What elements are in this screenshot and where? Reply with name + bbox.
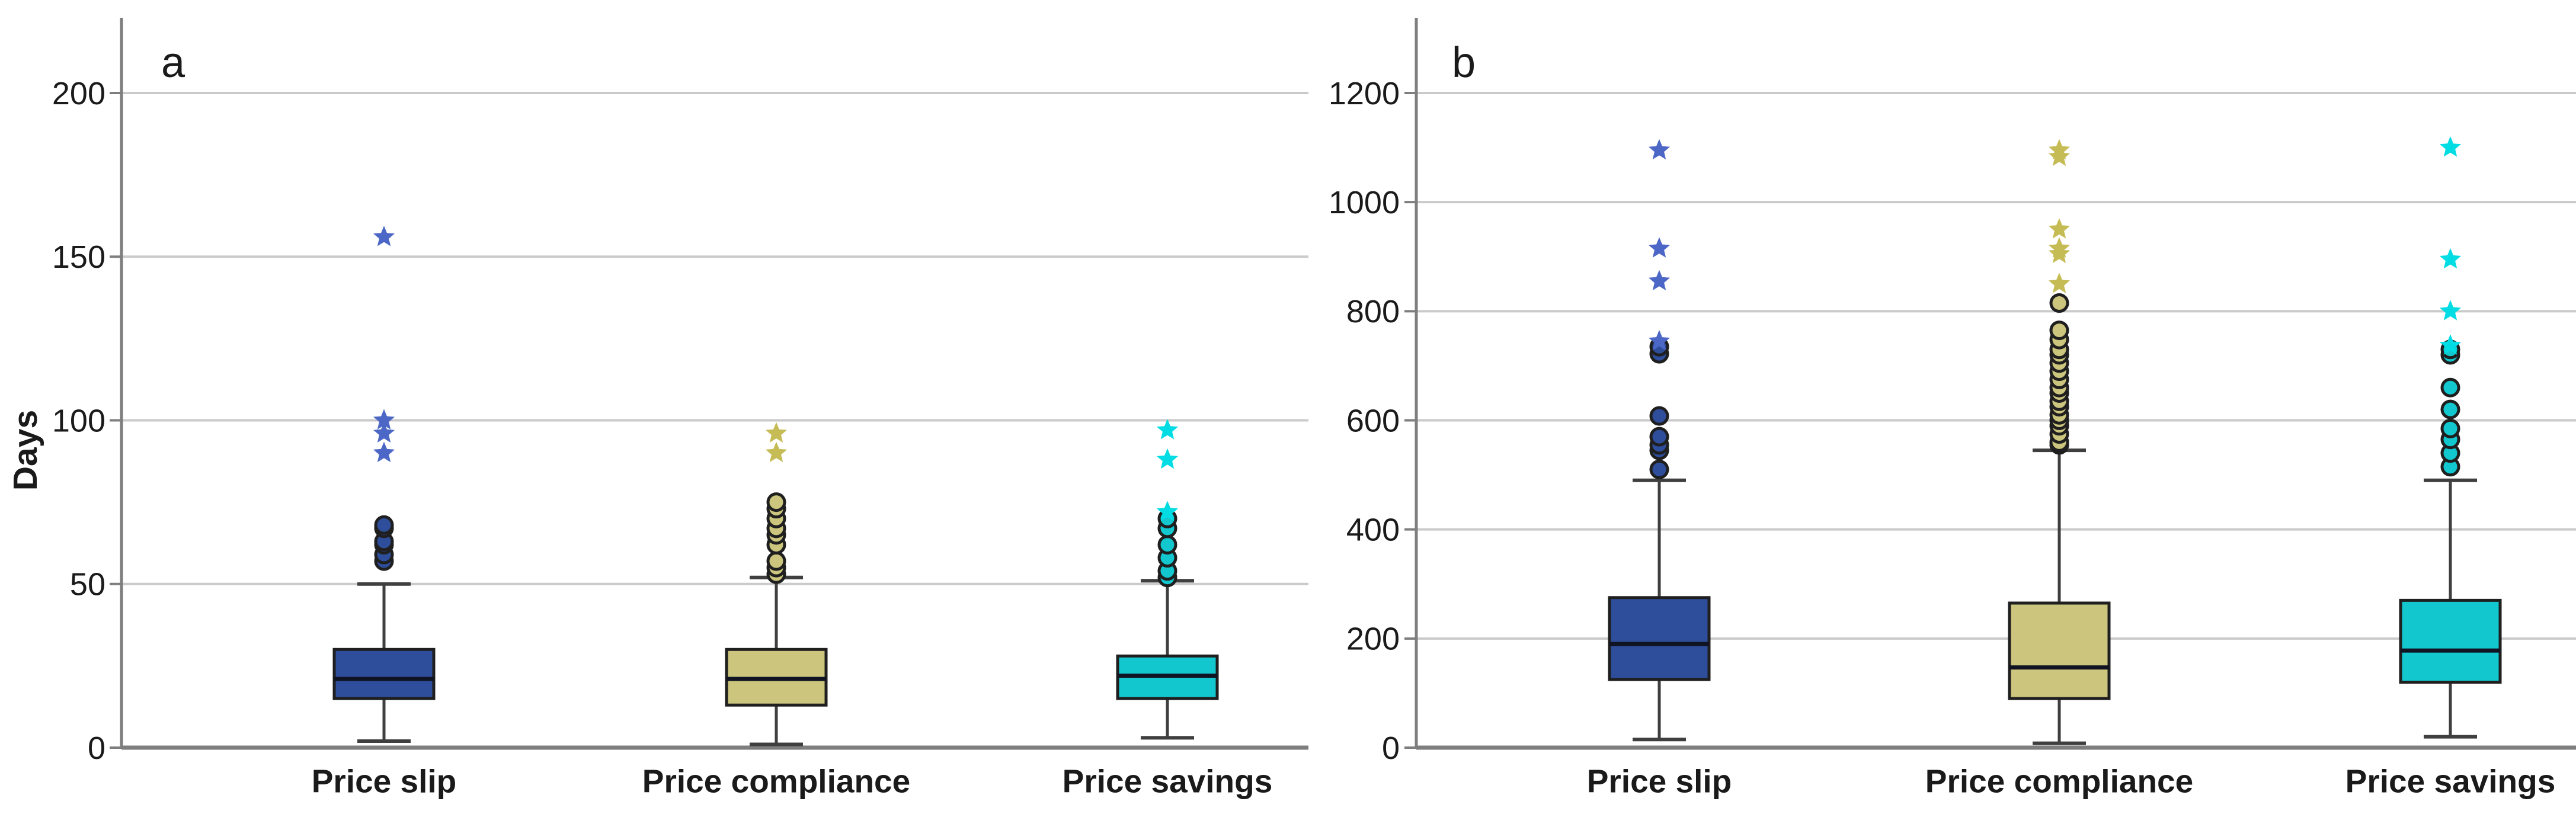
outlier-star-b-0-1 (1648, 270, 1671, 291)
panel-letter-b: b (1452, 39, 1476, 86)
outlier-star-a-0-2 (373, 409, 395, 430)
outlier-circle-a-0-5 (374, 515, 394, 535)
outlier-star-a-0-1 (373, 422, 395, 443)
outlier-star-a-2-2 (1156, 419, 1179, 440)
x-category-label-a-2: Price savings (1063, 762, 1273, 799)
outlier-circle-b-0-3 (1649, 427, 1669, 447)
y-tick-label-a-200: 200 (52, 76, 105, 111)
box-b-2 (2399, 598, 2502, 684)
outlier-star-a-0-3 (373, 226, 395, 246)
outlier-circle-b-0-4 (1649, 406, 1669, 426)
y-tick-label-b-800: 800 (1346, 294, 1400, 329)
outlier-star-b-2-0 (2439, 334, 2462, 355)
outlier-star-b-1-0 (2048, 273, 2071, 293)
outlier-circle-b-1-17 (2049, 293, 2069, 313)
outlier-star-b-0-0 (1648, 330, 1671, 351)
outlier-star-b-1-5 (2048, 139, 2071, 160)
x-category-label-b-0: Price slip (1587, 762, 1732, 799)
outlier-circle-b-1-16 (2049, 321, 2069, 341)
box-b-0 (1608, 596, 1711, 681)
outlier-circle-b-2-3 (2440, 418, 2460, 438)
outlier-star-b-0-3 (1648, 139, 1671, 160)
x-category-label-a-1: Price compliance (642, 762, 910, 799)
y-tick-label-b-1000: 1000 (1329, 185, 1400, 220)
outlier-star-b-1-4 (2048, 145, 2071, 166)
outlier-circle-b-2-4 (2440, 399, 2460, 419)
y-tick-label-b-1200: 1200 (1329, 76, 1400, 111)
outlier-circle-a-1-2 (766, 551, 786, 571)
outlier-star-a-0-0 (373, 441, 395, 463)
y-tick-label-a-150: 150 (52, 239, 105, 275)
y-tick-label-a-0: 0 (88, 730, 105, 766)
outlier-star-b-2-1 (2439, 300, 2462, 321)
outlier-star-b-2-3 (2439, 136, 2462, 157)
x-category-label-b-2: Price savings (2345, 762, 2556, 799)
box-b-1 (2008, 601, 2111, 700)
y-tick-label-b-400: 400 (1346, 512, 1400, 548)
outlier-star-b-0-2 (1648, 237, 1671, 258)
outlier-circle-b-2-5 (2440, 377, 2460, 398)
y-axis-title: Days (7, 410, 44, 491)
outlier-star-b-2-2 (2439, 248, 2462, 269)
x-category-label-b-1: Price compliance (1925, 762, 2193, 799)
y-tick-label-a-100: 100 (52, 403, 105, 438)
box-a-0 (332, 648, 436, 700)
x-category-label-a-0: Price slip (312, 762, 457, 799)
outlier-star-a-2-0 (1156, 501, 1179, 521)
outlier-star-b-1-2 (2048, 237, 2071, 258)
outlier-star-a-1-0 (765, 441, 788, 463)
outlier-circle-a-2-3 (1157, 534, 1177, 555)
y-tick-label-b-0: 0 (1382, 730, 1400, 766)
outlier-star-b-1-3 (2048, 218, 2071, 239)
outlier-circle-b-0-0 (1649, 459, 1669, 479)
y-tick-label-a-50: 50 (70, 567, 105, 603)
y-tick-label-b-600: 600 (1346, 403, 1400, 438)
outlier-circle-a-1-8 (766, 492, 786, 512)
panel-letter-a: a (161, 39, 185, 86)
y-tick-label-b-200: 200 (1346, 621, 1400, 657)
outlier-star-a-1-1 (765, 422, 788, 443)
outlier-star-a-2-1 (1156, 448, 1179, 469)
